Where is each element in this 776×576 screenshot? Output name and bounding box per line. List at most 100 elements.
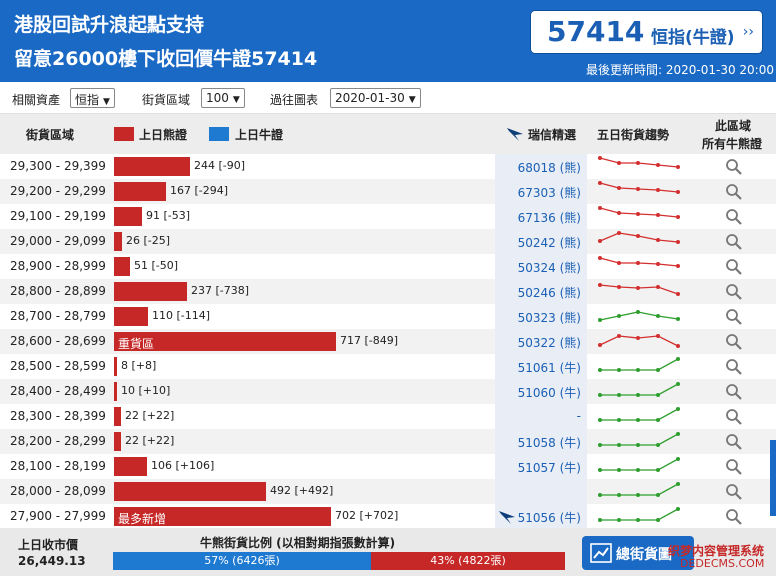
search-icon[interactable] [725,333,743,351]
col-picks: 瑞信精選 [528,128,577,142]
picks-cell: 51060 (牛) [495,379,587,404]
search-icon[interactable] [725,433,743,451]
outstanding-bar [114,357,117,376]
trend-point [598,343,602,347]
col-all-line2: 所有牛熊證 [702,137,763,151]
col-range: 街貨區域 [26,128,75,142]
search-icon[interactable] [725,158,743,176]
bar-value: 8 [+8] [121,359,157,372]
bar-value: 91 [-53] [146,209,191,222]
warrant-link[interactable]: 51061 (牛) [517,361,581,375]
search-icon[interactable] [725,233,743,251]
trend-point [636,368,640,372]
picks-cell: 51057 (牛) [495,454,587,479]
row-range: 29,200 - 29,299 [10,184,106,198]
warrant-link[interactable]: 68018 (熊) [517,161,581,175]
trend-point [676,407,680,411]
warrant-link[interactable]: 50246 (熊) [517,286,581,300]
row-range: 27,900 - 27,999 [10,509,106,523]
trend-point [598,468,602,472]
outstanding-bar [114,307,148,326]
side-tab[interactable] [770,440,776,516]
date-select[interactable]: 2020-01-30 ▼ [330,88,421,108]
row-range: 28,400 - 28,499 [10,384,106,398]
warrant-link[interactable]: 67303 (熊) [517,186,581,200]
trend-point [598,206,602,210]
trend-point [656,368,660,372]
warrant-link[interactable]: 51057 (牛) [517,461,581,475]
trend-sparkline [598,310,680,322]
trend-point [636,261,640,265]
trend-point [676,292,680,296]
trend-point [676,344,680,348]
table-row: 28,300 - 28,399 22 [+22] - [0,404,776,429]
bull-segment: 57% (6426張) [113,552,371,570]
trend-sparkline [598,457,680,472]
trend-sparkline [598,206,680,219]
picks-cell: 50246 (熊) [495,279,587,304]
trend-point [676,482,680,486]
trend-point [656,493,660,497]
trend-point [656,393,660,397]
trend-sparkline [598,407,680,422]
table-row: 28,700 - 28,799 110 [-114] 50323 (熊) [0,304,776,329]
range-select[interactable]: 100 ▼ [201,88,245,108]
warrant-link[interactable]: 50323 (熊) [517,311,581,325]
picks-cell: 51058 (牛) [495,429,587,454]
warrant-link[interactable]: 50324 (熊) [517,261,581,275]
table-row: 29,300 - 29,399 244 [-90] 68018 (熊) [0,154,776,179]
outstanding-bar [114,432,121,451]
warrant-link[interactable]: 51060 (牛) [517,386,581,400]
trend-point [598,283,602,287]
warrant-link[interactable]: 50242 (熊) [517,236,581,250]
bank-logo-icon [499,511,515,524]
outstanding-bar [114,207,142,226]
search-icon[interactable] [725,483,743,501]
date-select-value: 2020-01-30 [335,91,405,105]
search-icon[interactable] [725,358,743,376]
trend-sparkline [598,432,680,447]
search-icon[interactable] [725,183,743,201]
warrant-link[interactable]: 51056 (牛) [517,511,581,525]
outstanding-bar [114,232,122,251]
asset-label: 相關資產 [12,93,61,107]
search-icon[interactable] [725,383,743,401]
col-all-line1: 此區域 [715,119,752,133]
total-outstanding-chart-button[interactable]: 總街貨圖 [582,536,694,570]
row-range: 28,600 - 28,699 [10,334,106,348]
trend-point [656,213,660,217]
search-icon[interactable] [725,308,743,326]
bar-value: 110 [-114] [152,309,211,322]
header-banner: 港股回試升浪起點支持 留意26000樓下收回價牛證57414 57414 恒指(… [0,0,776,82]
trend-point [676,507,680,511]
search-icon[interactable] [725,283,743,301]
trend-point [598,156,602,160]
trend-point [636,493,640,497]
trend-point [676,240,680,244]
search-icon[interactable] [725,208,743,226]
trend-point [617,231,621,235]
trend-point [598,393,602,397]
table-row: 28,000 - 28,099 492 [+492] [0,479,776,504]
warrant-link[interactable]: 51058 (牛) [517,436,581,450]
asset-select[interactable]: 恒指 ▼ [70,88,115,108]
trend-point [598,239,602,243]
warrant-code-button[interactable]: 57414 恒指(牛證) ›› [530,10,763,54]
trend-point [676,432,680,436]
table-row: 29,200 - 29,299 167 [-294] 67303 (熊) [0,179,776,204]
trend-point [617,468,621,472]
search-icon[interactable] [725,508,743,526]
watermark-text: 织梦内容管理系统 [668,544,765,558]
row-range: 28,800 - 28,899 [10,284,106,298]
bear-segment: 43% (4822張) [371,552,565,570]
search-icon[interactable] [725,258,743,276]
search-icon[interactable] [725,408,743,426]
trend-point [656,314,660,318]
table-row: 28,800 - 28,899 237 [-738] 50246 (熊) [0,279,776,304]
trend-point [676,165,680,169]
warrant-link[interactable]: 50322 (熊) [517,336,581,350]
trend-point [617,418,621,422]
search-icon[interactable] [725,458,743,476]
warrant-link[interactable]: 67136 (熊) [517,211,581,225]
warrant-link[interactable]: - [576,409,581,423]
